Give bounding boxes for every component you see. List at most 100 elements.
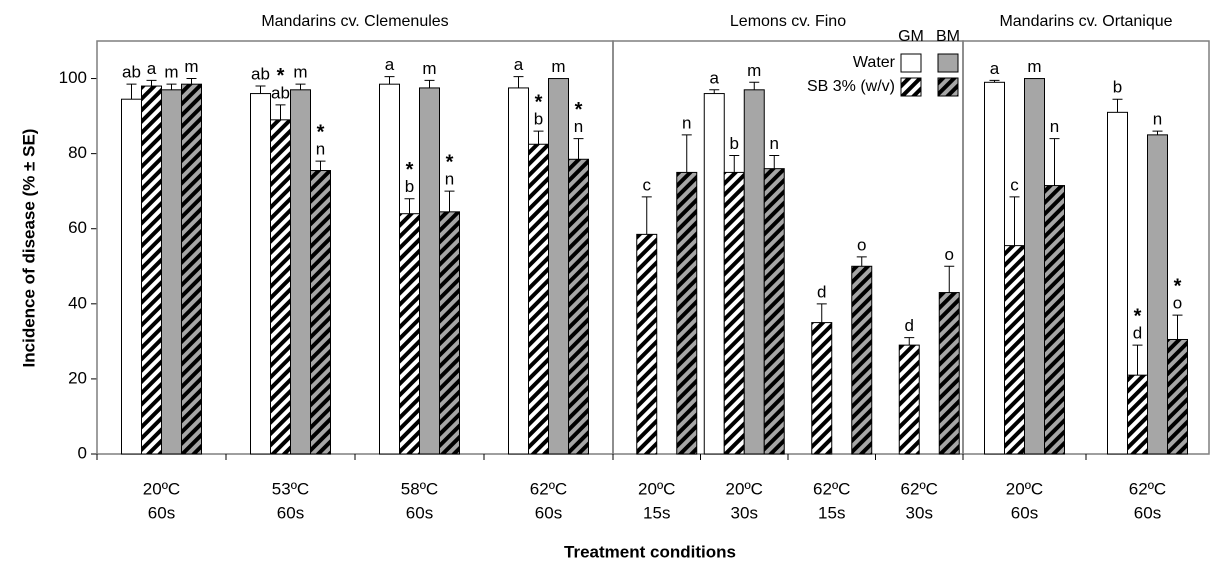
bar <box>568 158 589 455</box>
legend-swatch <box>937 53 959 73</box>
significance-letter: d <box>817 282 826 301</box>
error-bar <box>1112 98 1123 113</box>
error-bar <box>275 104 286 120</box>
significance-letter: n <box>682 113 691 132</box>
y-tick-label: 20 <box>68 368 87 387</box>
significance-letter: n <box>770 134 779 153</box>
x-tick-label: 20ºC <box>1006 479 1043 498</box>
significance-letter: c <box>643 175 652 194</box>
x-tick-label: 60s <box>277 503 304 522</box>
significance-letter: b <box>1113 78 1122 97</box>
x-tick-label: 53ºC <box>272 479 309 498</box>
bar <box>938 292 960 455</box>
bar <box>1167 338 1188 455</box>
significance-letter: b <box>730 134 739 153</box>
legend-header: GM <box>898 28 924 45</box>
error-bar <box>989 79 1000 83</box>
significance-letter: c <box>1010 175 1019 194</box>
y-tick-label: 80 <box>68 143 87 162</box>
significance-letter: n <box>1050 117 1059 136</box>
y-tick-label: 100 <box>59 68 87 87</box>
bar <box>1127 374 1148 455</box>
error-bar <box>573 138 584 160</box>
x-tick-label: 60s <box>1134 503 1161 522</box>
bar <box>161 89 182 455</box>
x-tick-label: 60s <box>148 503 175 522</box>
x-tick-label: 60s <box>1011 503 1038 522</box>
error-bar <box>186 78 197 85</box>
significance-star: * <box>1134 305 1142 327</box>
bar <box>984 81 1005 455</box>
significance-star: * <box>1174 275 1182 297</box>
x-tick-label: 62ºC <box>901 479 938 498</box>
bar <box>508 87 529 455</box>
significance-letter: ab <box>271 83 290 102</box>
error-bar <box>404 198 415 214</box>
x-axis-label: Treatment conditions <box>564 542 736 561</box>
bar <box>290 89 311 455</box>
x-tick-label: 20ºC <box>143 479 180 498</box>
error-bar <box>255 85 266 94</box>
y-tick-label: 40 <box>68 293 87 312</box>
error-bar <box>1172 314 1183 340</box>
bar <box>743 89 765 455</box>
panel-title: Lemons cv. Fino <box>730 13 846 30</box>
bar <box>181 83 202 455</box>
bar <box>703 93 725 455</box>
significance-letter: a <box>514 55 524 74</box>
x-tick-label: 62ºC <box>813 479 850 498</box>
y-tick-label: 60 <box>68 218 87 237</box>
significance-star: * <box>317 121 325 143</box>
bar <box>1107 111 1128 455</box>
significance-letter: d <box>1133 324 1142 343</box>
bar <box>121 98 142 455</box>
x-tick-label: 60s <box>535 503 562 522</box>
bar <box>1147 134 1168 455</box>
error-bar <box>749 81 760 90</box>
error-bar <box>315 160 326 171</box>
error-bar <box>166 83 177 90</box>
x-tick-label: 20ºC <box>726 479 763 498</box>
significance-letter: o <box>945 245 954 264</box>
legend-swatch <box>937 77 959 97</box>
significance-letter: a <box>385 55 395 74</box>
bar <box>548 78 569 455</box>
significance-star: * <box>575 99 583 121</box>
error-bar <box>424 79 435 88</box>
significance-letter: m <box>1027 57 1041 76</box>
bar <box>811 322 833 455</box>
x-tick-label: 15s <box>643 503 670 522</box>
error-bar <box>533 130 544 145</box>
significance-star: * <box>277 65 285 87</box>
significance-letter: m <box>293 63 307 82</box>
significance-star: * <box>446 151 454 173</box>
bar <box>419 87 440 455</box>
error-bar <box>729 155 740 173</box>
bar <box>310 170 331 455</box>
panel-title: Mandarins cv. Clemenules <box>261 13 448 30</box>
bar <box>1024 78 1045 455</box>
legend-header: BM <box>936 28 960 45</box>
significance-letter: m <box>551 57 565 76</box>
legend-label: Water <box>853 54 896 71</box>
legend-label: SB 3% (w/v) <box>807 78 895 95</box>
y-axis-label: Incidence of disease (% ± SE) <box>19 129 38 368</box>
significance-letter: ab <box>251 65 270 84</box>
error-bar <box>444 190 455 212</box>
x-tick-label: 30s <box>906 503 933 522</box>
significance-letter: n <box>445 170 454 189</box>
significance-letter: a <box>710 68 720 87</box>
bar <box>439 211 460 455</box>
bar <box>270 119 291 455</box>
bar <box>528 143 549 455</box>
y-tick-label: 0 <box>78 443 87 462</box>
panel-title: Mandarins cv. Ortanique <box>999 13 1172 30</box>
error-bar <box>126 83 137 100</box>
error-bar <box>295 83 306 90</box>
x-tick-label: 15s <box>818 503 845 522</box>
bar <box>723 171 745 455</box>
error-bar <box>1009 196 1020 246</box>
error-bar <box>856 256 867 267</box>
significance-letter: m <box>184 57 198 76</box>
bar <box>399 213 420 455</box>
